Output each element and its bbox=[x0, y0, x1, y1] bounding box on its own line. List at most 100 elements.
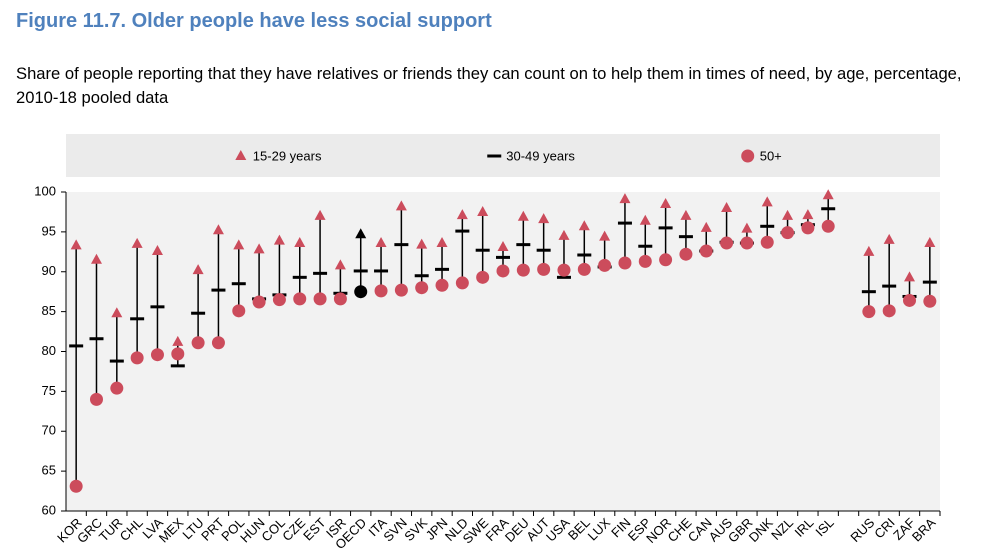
triangle-point bbox=[212, 224, 224, 235]
legend-label: 50+ bbox=[760, 148, 782, 163]
circle-point bbox=[720, 236, 734, 250]
triangle-point bbox=[883, 233, 895, 244]
triangle-point bbox=[151, 245, 163, 256]
x-tick-label: ISL bbox=[812, 515, 836, 539]
chart-title: Figure 11.7. Older people have less soci… bbox=[16, 10, 492, 32]
triangle-point bbox=[192, 264, 204, 275]
y-tick-label: 60 bbox=[42, 502, 56, 517]
triangle-point bbox=[456, 209, 468, 220]
triangle-point bbox=[782, 209, 794, 220]
circle-point bbox=[476, 270, 490, 284]
triangle-point bbox=[599, 230, 611, 241]
circle-point bbox=[740, 236, 754, 250]
triangle-point bbox=[578, 220, 590, 231]
circle-point bbox=[293, 292, 307, 306]
triangle-point bbox=[395, 200, 407, 211]
triangle-point bbox=[355, 228, 367, 239]
triangle-point bbox=[802, 209, 814, 220]
y-tick-label: 85 bbox=[42, 303, 56, 318]
triangle-point bbox=[172, 335, 184, 346]
circle-point bbox=[577, 262, 591, 276]
circle-point bbox=[415, 281, 429, 295]
circle-point bbox=[659, 253, 673, 267]
triangle-point bbox=[436, 237, 448, 248]
triangle-point bbox=[273, 234, 285, 245]
y-tick-label: 90 bbox=[42, 263, 56, 278]
circle-point bbox=[496, 264, 510, 278]
triangle-point bbox=[70, 239, 82, 250]
circle-point bbox=[923, 294, 937, 308]
triangle-point bbox=[233, 239, 245, 250]
triangle-point bbox=[90, 253, 102, 264]
circle-point bbox=[252, 295, 266, 309]
triangle-point bbox=[558, 229, 570, 240]
circle-point bbox=[374, 284, 388, 298]
triangle-point bbox=[314, 209, 326, 220]
y-tick-label: 65 bbox=[42, 463, 56, 478]
circle-point bbox=[598, 258, 612, 272]
circle-point bbox=[882, 304, 896, 318]
triangle-point bbox=[741, 222, 753, 233]
circle-point bbox=[89, 392, 103, 406]
circle-point bbox=[354, 285, 368, 299]
circle-point bbox=[232, 304, 246, 318]
circle-point bbox=[313, 292, 327, 306]
circle-point bbox=[638, 254, 652, 268]
legend-label: 15-29 years bbox=[253, 148, 322, 163]
y-tick-label: 80 bbox=[42, 343, 56, 358]
triangle-point bbox=[822, 189, 834, 200]
triangle-point bbox=[111, 307, 123, 318]
triangle-point bbox=[721, 201, 733, 212]
triangle-point bbox=[416, 238, 428, 249]
y-tick-label: 95 bbox=[42, 223, 56, 238]
circle-point bbox=[171, 347, 185, 361]
circle-point bbox=[272, 293, 286, 307]
triangle-point bbox=[538, 213, 550, 224]
triangle-point bbox=[253, 243, 265, 254]
circle-point bbox=[821, 219, 835, 233]
circle-point bbox=[903, 293, 917, 307]
legend-box bbox=[66, 134, 940, 177]
triangle-point bbox=[619, 193, 631, 204]
circle-point bbox=[862, 305, 876, 319]
circle-point bbox=[516, 263, 530, 277]
circle-point bbox=[110, 381, 124, 395]
circle-point bbox=[557, 263, 571, 277]
triangle-point bbox=[497, 241, 509, 252]
circle-point bbox=[699, 244, 713, 258]
legend-marker bbox=[741, 149, 755, 163]
circle-point bbox=[211, 336, 225, 350]
circle-point bbox=[69, 479, 83, 493]
triangle-point bbox=[863, 245, 875, 256]
triangle-point bbox=[761, 196, 773, 207]
triangle-point bbox=[375, 237, 387, 248]
triangle-point bbox=[517, 210, 529, 221]
circle-point bbox=[333, 292, 347, 306]
circle-point bbox=[781, 226, 795, 240]
triangle-point bbox=[924, 237, 936, 248]
triangle-point bbox=[660, 197, 672, 208]
circle-point bbox=[394, 283, 408, 297]
triangle-point bbox=[334, 259, 346, 270]
triangle-point bbox=[131, 237, 143, 248]
y-tick-label: 70 bbox=[42, 423, 56, 438]
circle-point bbox=[150, 348, 164, 362]
triangle-point bbox=[477, 205, 489, 216]
x-tick-label: BRA bbox=[909, 515, 939, 545]
circle-point bbox=[435, 278, 449, 292]
chart-subtitle: Share of people reporting that they have… bbox=[16, 64, 962, 107]
triangle-point bbox=[904, 271, 916, 282]
circle-point bbox=[455, 276, 469, 290]
triangle-point bbox=[680, 209, 692, 220]
circle-point bbox=[760, 235, 774, 249]
plot-area bbox=[66, 192, 940, 511]
circle-point bbox=[679, 247, 693, 261]
triangle-point bbox=[294, 237, 306, 248]
circle-point bbox=[537, 262, 551, 276]
circle-point bbox=[618, 256, 632, 270]
triangle-point bbox=[639, 214, 651, 225]
y-tick-label: 75 bbox=[42, 383, 56, 398]
circle-point bbox=[191, 336, 205, 350]
